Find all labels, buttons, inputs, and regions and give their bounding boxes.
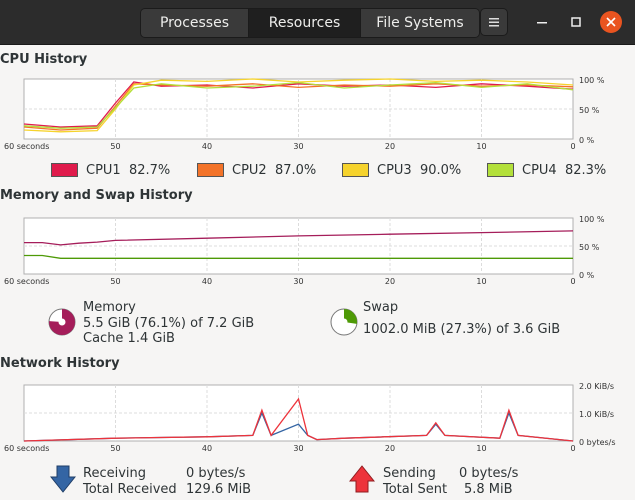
cpu-x-tick-label: 0 bbox=[570, 142, 575, 151]
memory-y-tick-label: 0 % bbox=[579, 271, 595, 280]
cpu-history-graph: 100 % 50 % 0 % 60 seconds 50 40 30 20 10 0 bbox=[4, 76, 605, 151]
cpu3-legend: CPU3 90.0% bbox=[377, 163, 462, 178]
cpu-x-tick-label: 40 bbox=[202, 142, 212, 151]
network-history-graph: 2.0 KiB/s 1.0 KiB/s 0 bytes/s 60 seconds 50 4… bbox=[4, 382, 616, 453]
total-sent-label: Total Sent bbox=[383, 482, 448, 497]
cpu3-color-swatch[interactable] bbox=[342, 163, 369, 177]
receiving-label: Receiving bbox=[83, 466, 147, 481]
cpu-section-title: CPU History bbox=[0, 52, 88, 67]
cpu2-color-swatch[interactable] bbox=[197, 163, 224, 177]
total-received-label: Total Received bbox=[83, 482, 177, 497]
menu-button[interactable] bbox=[480, 8, 508, 36]
memory-y-tick-label: 50 % bbox=[579, 243, 600, 252]
cpu-series-cpu4 bbox=[23, 81, 574, 129]
download-arrow-icon[interactable] bbox=[50, 464, 76, 494]
swap-usage-value: 1002.0 MiB (27.3%) of 3.6 GiB bbox=[363, 322, 561, 337]
cpu4-color-swatch[interactable] bbox=[487, 163, 514, 177]
cpu-y-tick-label: 100 % bbox=[579, 76, 605, 85]
swap-label: Swap bbox=[363, 300, 399, 315]
maximize-icon[interactable] bbox=[564, 10, 588, 34]
memory-x-tick-label: 50 bbox=[110, 277, 120, 286]
memory-x-tick-label: 0 bbox=[570, 277, 575, 286]
memory-usage-value: 5.5 GiB (76.1%) of 7.2 GiB bbox=[83, 316, 255, 331]
cpu-y-tick-label: 50 % bbox=[579, 106, 600, 115]
network-y-tick-label: 2.0 KiB/s bbox=[579, 382, 614, 391]
cpu2-legend: CPU2 87.0% bbox=[232, 163, 317, 178]
cpu-x-tick-label: 20 bbox=[385, 142, 395, 151]
close-icon[interactable] bbox=[599, 10, 623, 34]
memory-cache-value: Cache 1.4 GiB bbox=[83, 331, 175, 346]
memory-x-tick-label: 40 bbox=[202, 277, 212, 286]
cpu-series-cpu3 bbox=[23, 78, 574, 133]
network-y-tick-label: 0 bytes/s bbox=[579, 438, 616, 447]
network-x-start-label: 60 seconds bbox=[4, 444, 49, 453]
memory-label: Memory bbox=[83, 300, 136, 315]
sending-value: 0 bytes/s bbox=[459, 466, 519, 481]
history-graphs: 100 %50 %0 %60 seconds 50 40 30 20 10 0 100 %5… bbox=[4, 76, 616, 453]
title-bar: Processes Resources File Systems bbox=[0, 0, 635, 45]
cpu-y-tick-label: 0 % bbox=[579, 136, 595, 145]
network-x-tick-label: 30 bbox=[293, 444, 303, 453]
cpu-x-tick-label: 30 bbox=[293, 142, 303, 151]
network-x-tick-label: 50 bbox=[110, 444, 120, 453]
swap-pie-icon[interactable] bbox=[329, 307, 359, 337]
minimize-icon[interactable] bbox=[530, 10, 554, 34]
memory-x-start-label: 60 seconds bbox=[4, 277, 49, 286]
memory-pie-icon[interactable] bbox=[47, 307, 77, 337]
tab-processes[interactable]: Processes bbox=[141, 9, 249, 37]
total-received-value: 129.6 MiB bbox=[186, 482, 252, 497]
tab-resources[interactable]: Resources bbox=[249, 9, 361, 37]
upload-arrow-icon[interactable] bbox=[349, 464, 375, 494]
receiving-value: 0 bytes/s bbox=[186, 466, 246, 481]
network-section-title: Network History bbox=[0, 356, 120, 371]
cpu-x-tick-label: 50 bbox=[110, 142, 120, 151]
memory-series-memory bbox=[24, 230, 574, 246]
cpu-x-start-label: 60 seconds bbox=[4, 142, 49, 151]
memory-x-tick-label: 20 bbox=[385, 277, 395, 286]
memory-x-tick-label: 30 bbox=[293, 277, 303, 286]
tab-file-systems[interactable]: File Systems bbox=[361, 9, 479, 37]
view-switcher: Processes Resources File Systems bbox=[140, 8, 480, 38]
cpu1-color-swatch[interactable] bbox=[51, 163, 78, 177]
cpu4-legend: CPU4 82.3% bbox=[522, 163, 607, 178]
memory-x-tick-label: 10 bbox=[476, 277, 486, 286]
cpu1-legend: CPU1 82.7% bbox=[86, 163, 171, 178]
sending-label: Sending bbox=[383, 466, 436, 481]
total-sent-value: 5.8 MiB bbox=[464, 482, 513, 497]
memory-series-swap bbox=[24, 254, 573, 259]
network-x-tick-label: 40 bbox=[202, 444, 212, 453]
memory-history-graph: 100 % 50 % 0 % 60 seconds 50 40 30 20 10 0 bbox=[4, 215, 605, 286]
cpu-x-tick-label: 10 bbox=[476, 142, 486, 151]
network-series-sending bbox=[23, 397, 574, 442]
memory-section-title: Memory and Swap History bbox=[0, 188, 193, 203]
network-y-tick-label: 1.0 KiB/s bbox=[579, 410, 614, 419]
network-x-tick-label: 0 bbox=[570, 444, 575, 453]
hamburger-icon bbox=[489, 18, 499, 27]
memory-y-tick-label: 100 % bbox=[579, 215, 605, 224]
network-x-tick-label: 10 bbox=[476, 444, 486, 453]
network-x-tick-label: 20 bbox=[385, 444, 395, 453]
